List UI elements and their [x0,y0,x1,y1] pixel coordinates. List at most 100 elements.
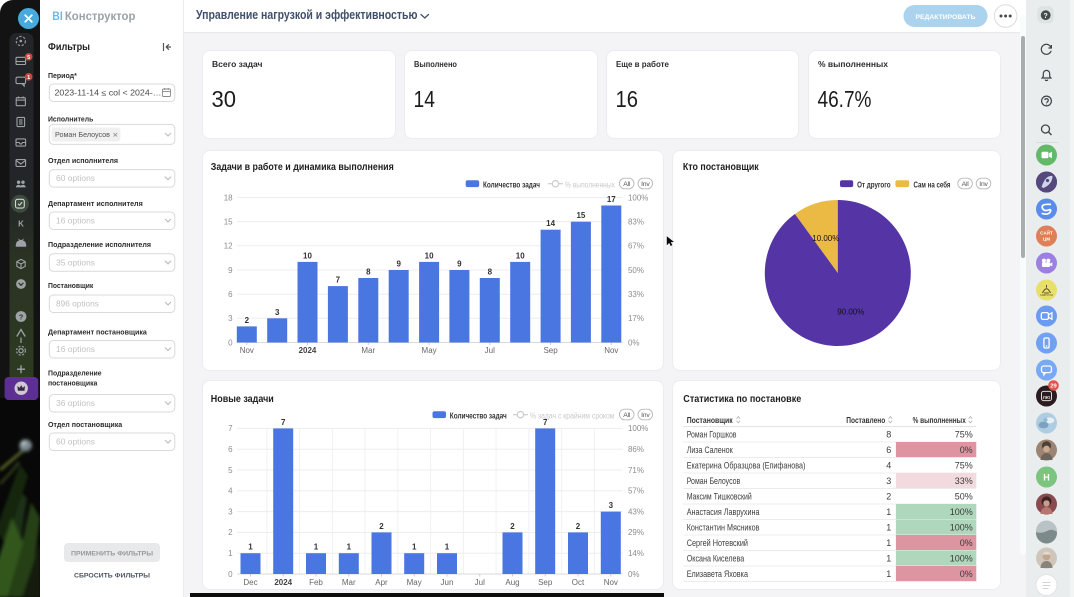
svg-text:0%: 0% [628,569,640,578]
svg-text:3: 3 [275,307,280,316]
svg-text:10: 10 [303,251,312,260]
svg-text:6: 6 [228,445,233,454]
svg-text:6: 6 [228,289,233,298]
svg-text:саягоста: саягоста [1040,293,1053,297]
svg-text:Подразделение: Подразделение [48,369,102,378]
svg-text:От другого: От другого [857,180,891,189]
svg-text:2: 2 [228,528,233,537]
svg-text:Константин Мясников: Константин Мясников [686,522,759,532]
svg-text:33%: 33% [954,475,972,485]
svg-text:Департамент исполнителя: Департамент исполнителя [48,199,143,208]
svg-text:% выполненных: % выполненных [817,58,887,68]
svg-text:1: 1 [886,506,891,516]
svg-text:1: 1 [347,542,352,551]
svg-text:0%: 0% [628,338,640,347]
svg-text:Конструктор: Конструктор [65,11,135,23]
svg-text:All: All [961,181,969,188]
svg-text:10: 10 [425,251,434,260]
svg-text:3: 3 [886,475,891,485]
svg-text:Подразделение исполнителя: Подразделение исполнителя [48,240,151,249]
svg-text:14: 14 [413,85,435,111]
svg-text:Mar: Mar [361,345,375,354]
svg-text:15: 15 [224,217,233,226]
svg-text:2: 2 [576,521,581,530]
svg-text:BI: BI [52,11,63,23]
svg-text:0%: 0% [959,568,972,578]
svg-text:12: 12 [224,241,233,250]
svg-text:5: 5 [27,55,30,61]
svg-text:Роман Белоусов: Роман Белоусов [686,475,740,485]
svg-text:2: 2 [245,315,250,324]
svg-text:2024: 2024 [274,577,292,586]
svg-text:Роман Горшков: Роман Горшков [686,429,736,439]
svg-text:2: 2 [886,491,891,501]
svg-text:6: 6 [886,444,891,454]
svg-text:Feb: Feb [309,577,323,586]
svg-text:83%: 83% [628,217,644,226]
svg-text:May: May [407,577,422,586]
svg-text:60 options: 60 options [56,438,95,447]
svg-text:Кто постановщик: Кто постановщик [683,162,759,173]
svg-text:Количество задач: Количество задач [483,180,540,189]
svg-text:1: 1 [886,568,891,578]
svg-text:Отдел исполнителя: Отдел исполнителя [48,156,118,165]
svg-text:2: 2 [379,521,384,530]
svg-text:16 options: 16 options [56,217,95,226]
svg-text:% выполненных: % выполненных [912,415,966,424]
svg-text:7: 7 [336,275,341,284]
svg-text:Статистика по постановке: Статистика по постановке [683,393,801,404]
svg-text:ПРИМЕНИТЬ ФИЛЬТРЫ: ПРИМЕНИТЬ ФИЛЬТРЫ [71,551,153,558]
svg-text:Елизавета Яховка: Елизавета Яховка [686,568,747,578]
svg-text:Inv: Inv [979,181,988,188]
svg-text:35 options: 35 options [56,258,95,267]
svg-text:Н: Н [1043,473,1050,483]
svg-text:Всего задач: Всего задач [212,58,263,68]
svg-text:90.00%: 90.00% [837,307,864,316]
svg-text:60 options: 60 options [56,174,95,183]
svg-text:% выполненных: % выполненных [565,180,615,189]
svg-text:7: 7 [543,417,548,426]
svg-text:Выполнено: Выполнено [414,58,457,68]
svg-text:30: 30 [211,85,235,111]
svg-text:Исполнитель: Исполнитель [48,115,94,124]
svg-text:14%: 14% [628,548,644,557]
svg-text:Отдел постановщика: Отдел постановщика [48,420,123,429]
svg-text:САЙТ: САЙТ [1040,229,1053,236]
svg-text:Максим Тишковский: Максим Тишковский [686,491,751,501]
svg-text:Jun: Jun [441,577,454,586]
svg-text:17: 17 [607,195,616,204]
svg-text:% задач с крайним сроком: % задач с крайним сроком [530,411,614,420]
svg-text:Постановщик: Постановщик [686,415,732,424]
svg-text:14: 14 [546,219,555,228]
svg-text:10.00%: 10.00% [812,234,839,243]
svg-text:75%: 75% [954,429,972,439]
svg-text:Inv: Inv [641,181,650,188]
svg-text:67%: 67% [628,241,644,250]
svg-text:75%: 75% [954,460,972,470]
svg-text:100%: 100% [949,522,972,532]
svg-text:0: 0 [228,338,233,347]
svg-text:May: May [422,345,437,354]
svg-text:4: 4 [228,486,233,495]
svg-text:Jul: Jul [475,577,485,586]
svg-text:50%: 50% [628,265,644,274]
svg-text:7: 7 [281,417,286,426]
svg-text:1: 1 [314,542,319,551]
svg-text:4: 4 [886,460,891,470]
svg-text:Nov: Nov [240,345,254,354]
svg-text:1: 1 [445,542,450,551]
svg-text:2023-11-14 ≤ col < 2024-…: 2023-11-14 ≤ col < 2024-… [55,89,162,98]
svg-text:29%: 29% [628,528,644,537]
svg-text:16 options: 16 options [56,345,95,354]
svg-text:36 options: 36 options [56,399,95,408]
svg-text:Sep: Sep [543,345,558,354]
svg-text:9: 9 [228,265,233,274]
svg-text:3: 3 [228,507,233,516]
svg-text:2: 2 [510,521,515,530]
svg-text:Управление нагрузкой и эффекти: Управление нагрузкой и эффективностью [196,8,418,22]
svg-text:All: All [623,412,631,419]
svg-text:8: 8 [366,267,371,276]
svg-text:0: 0 [228,569,233,578]
svg-text:1: 1 [228,548,233,557]
svg-text:Nov: Nov [604,345,618,354]
